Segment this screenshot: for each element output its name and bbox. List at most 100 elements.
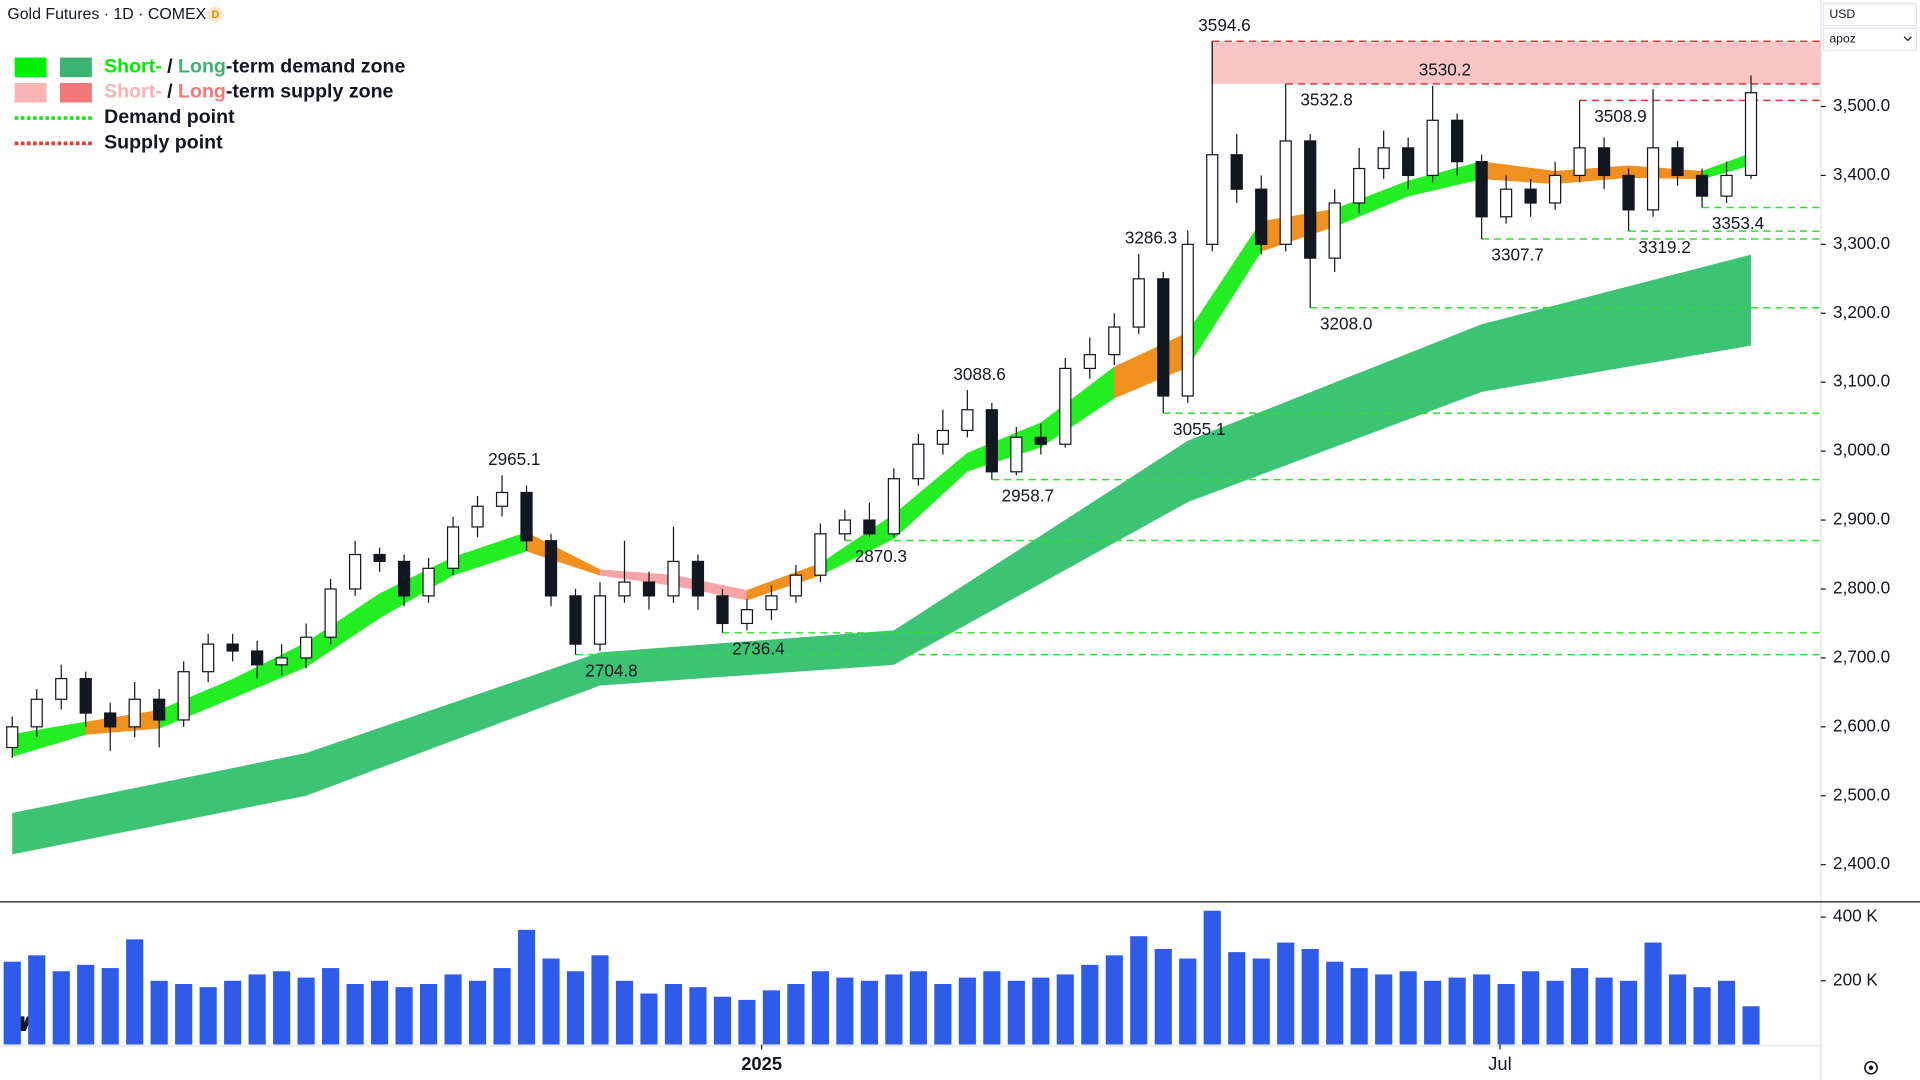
legend-swatch (60, 57, 92, 78)
peak-label: 3594.6 (1198, 15, 1250, 35)
volume-bar (1424, 980, 1442, 1045)
volume-bar (322, 968, 340, 1045)
candle-body (1132, 278, 1145, 328)
candle-body (838, 519, 852, 535)
candle-body (887, 478, 900, 535)
settings-icon[interactable] (1864, 1060, 1878, 1075)
candle-body (495, 491, 509, 507)
volume-bar (1105, 955, 1123, 1045)
volume-bar (1522, 971, 1540, 1045)
candle-body (1328, 202, 1341, 259)
volume-bar (1203, 910, 1221, 1045)
dropdown-arrow[interactable] (1903, 36, 1912, 42)
legend-part: -term demand zone (226, 56, 406, 78)
volume-bar (713, 996, 732, 1045)
volume-bar (1350, 968, 1368, 1045)
supply-point-label: 3532.8 (1300, 90, 1352, 110)
y-tick-label: 3,400.0 (1833, 164, 1890, 184)
labels-layer: 3532.8 3508.9 2704.8 2736.4 2870.3 2958.7 3055… (488, 15, 1765, 680)
legend-swatch (60, 82, 92, 103)
candle-body (1157, 278, 1170, 397)
candle-body (79, 677, 92, 714)
y-tick-label: 2,900.0 (1833, 509, 1890, 529)
candle-body (1695, 174, 1709, 197)
volume-bar (615, 980, 634, 1045)
unit-menu[interactable]: apoz (1829, 31, 1856, 45)
x-tick-label: 2025 (741, 1053, 782, 1074)
candle-body (912, 443, 925, 480)
candle-body (1255, 188, 1268, 245)
candle-body (985, 409, 998, 473)
volume-bar (542, 958, 560, 1045)
volume-bar (689, 987, 707, 1045)
candle-body (104, 712, 117, 728)
y-tick-label: 3,000.0 (1833, 440, 1890, 460)
candle-body (1646, 147, 1660, 211)
candle-body (642, 581, 656, 597)
supply-zone (1212, 41, 1821, 84)
volume-bar (983, 971, 1001, 1045)
candle-body (618, 581, 631, 597)
volume-bar (395, 987, 413, 1045)
candle-body (1451, 119, 1464, 163)
candle-body (544, 540, 558, 597)
candle-body (1353, 167, 1366, 204)
volume-bar (1693, 987, 1711, 1045)
settings-ring[interactable] (1864, 1060, 1878, 1075)
volume-bar (1228, 952, 1246, 1045)
candle-body (55, 677, 68, 700)
volume-bar (836, 977, 854, 1045)
peak-label: 3088.6 (953, 364, 1005, 384)
candle-body (471, 505, 484, 528)
y-tick-label: 2,600.0 (1833, 715, 1890, 735)
demand-point-label: 2704.8 (585, 660, 637, 680)
volume-bar (762, 990, 780, 1045)
candle-body (1108, 326, 1121, 356)
volume-bar (1277, 942, 1295, 1045)
y-tick-label: 2,800.0 (1833, 578, 1890, 598)
candles-layer (6, 41, 1758, 758)
legend-label: Demand point (104, 106, 235, 128)
candle-body (1377, 147, 1390, 170)
candle-body (422, 567, 435, 597)
supply-point-label: 3508.9 (1594, 106, 1646, 126)
y-tick-label: 3,100.0 (1833, 371, 1890, 391)
volume-bar (1620, 980, 1638, 1045)
volume-bar (1252, 958, 1270, 1045)
candle-body (593, 595, 607, 645)
volume-bar (934, 983, 952, 1045)
volume-tick-label: 200 K (1833, 969, 1878, 989)
volume-bar (811, 971, 829, 1045)
candle-body (1622, 174, 1635, 211)
candle-body (30, 698, 43, 728)
candle-body (1475, 161, 1488, 218)
candle-body (251, 650, 264, 666)
volume-bar (1668, 974, 1687, 1045)
volume-bar (517, 929, 536, 1045)
candle-body (1597, 147, 1611, 177)
volume-tick-label: 400 K (1833, 906, 1878, 926)
currency-box[interactable] (1822, 3, 1917, 27)
volume-bar (1742, 1006, 1760, 1045)
volume-bar (199, 987, 217, 1045)
demand-point-label: 2870.3 (855, 546, 907, 566)
settings-dot[interactable] (1868, 1065, 1874, 1070)
candle-body (1304, 140, 1317, 259)
legend-part: / (162, 81, 178, 103)
candle-body (1059, 367, 1072, 445)
candle-body (1500, 188, 1513, 218)
volume-bar (297, 977, 315, 1045)
volume-bar (1154, 948, 1172, 1045)
legend-part: Short- (104, 56, 162, 78)
volume-bar (1032, 977, 1050, 1045)
y-tick-label: 2,400.0 (1833, 853, 1890, 873)
volume-bar (77, 964, 95, 1045)
candle-body (324, 588, 337, 638)
candle-body (691, 560, 705, 597)
volume-bar (1595, 977, 1613, 1045)
volume-bar (1497, 983, 1515, 1045)
volume-bar (150, 980, 168, 1045)
currency[interactable]: USD (1829, 7, 1855, 21)
unit-menu-box[interactable] (1822, 27, 1917, 51)
volume-bar (1399, 971, 1417, 1045)
